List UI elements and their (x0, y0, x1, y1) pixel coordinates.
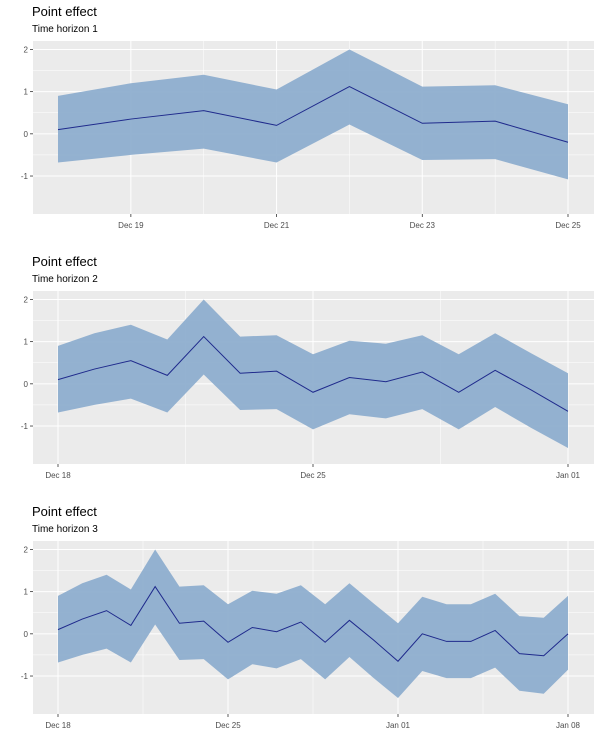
x-tick-label: Dec 25 (300, 471, 326, 480)
chart-subtitle: Time horizon 1 (32, 24, 98, 35)
x-tick-label: Jan 08 (556, 721, 581, 730)
confidence-band (58, 299, 568, 448)
x-tick-label: Dec 25 (215, 721, 241, 730)
point-effect-line (57, 335, 569, 412)
x-tick-label: Jan 01 (386, 721, 411, 730)
point-effect-line (57, 86, 569, 143)
y-tick-label: 1 (24, 338, 29, 347)
y-tick-label: -1 (21, 672, 29, 681)
y-tick-label: 0 (24, 630, 29, 639)
confidence-band (58, 49, 568, 180)
y-tick-label: 2 (24, 295, 29, 304)
confidence-band (58, 549, 568, 698)
plot-area: -1 0 1 2 Dec 19 Dec 21 Dec 23 Dec 25 (21, 41, 594, 230)
x-tick-label: Dec 19 (118, 221, 144, 230)
y-tick-label: 2 (24, 45, 29, 54)
y-tick-label: 1 (24, 88, 29, 97)
x-tick-label: Dec 25 (555, 221, 581, 230)
plot-area: -1 0 1 2 Dec 18 Dec 25 Jan 01 Jan 08 (21, 541, 594, 730)
chart-panel-3: Point effect Time horizon 3 -1 0 1 2 Dec 18 D… (0, 500, 600, 750)
x-tick-label: Jan 01 (556, 471, 581, 480)
y-tick-label: -1 (21, 422, 29, 431)
x-tick-label: Dec 21 (264, 221, 290, 230)
y-tick-label: 1 (24, 588, 29, 597)
y-tick-label: 0 (24, 130, 29, 139)
x-tick-label: Dec 23 (410, 221, 436, 230)
chart-panel-1: Point effect Time horizon 1 -1 0 1 2 Dec 19 D… (0, 0, 600, 250)
chart-title: Point effect (32, 254, 97, 269)
point-effect-line (57, 585, 569, 662)
chart-subtitle: Time horizon 2 (32, 274, 98, 285)
x-tick-label: Dec 18 (45, 721, 71, 730)
y-tick-label: 2 (24, 545, 29, 554)
plot-area: -1 0 1 2 Dec 18 Dec 25 Jan 01 (21, 291, 594, 480)
y-tick-label: -1 (21, 172, 29, 181)
chart-subtitle: Time horizon 3 (32, 524, 98, 535)
chart-title: Point effect (32, 504, 97, 519)
chart-title: Point effect (32, 4, 97, 19)
x-tick-label: Dec 18 (45, 471, 71, 480)
chart-panel-2: Point effect Time horizon 2 -1 0 1 2 Dec 18 D… (0, 250, 600, 500)
y-tick-label: 0 (24, 380, 29, 389)
